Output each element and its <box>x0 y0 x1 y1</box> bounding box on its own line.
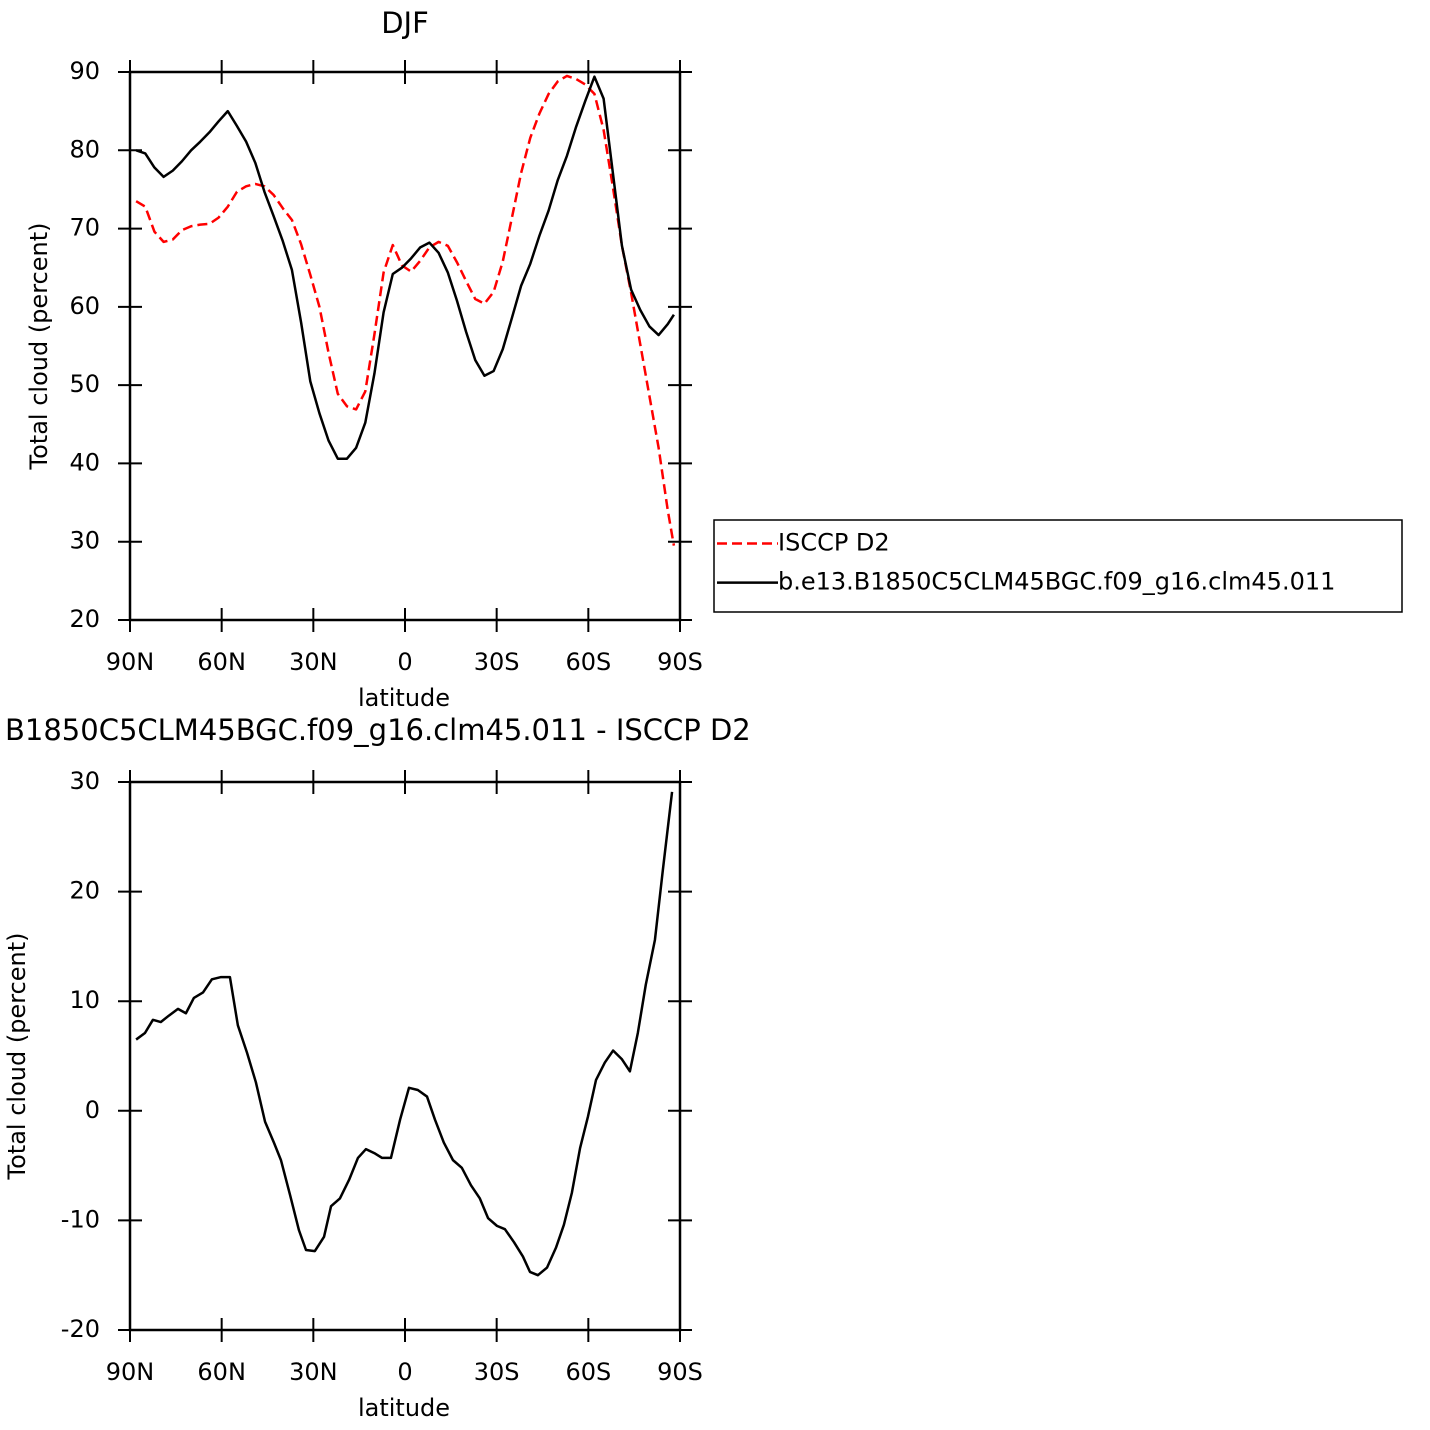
y-tick-label: 80 <box>69 135 100 163</box>
x-axis-label: latitude <box>358 684 450 712</box>
y-tick-label: 30 <box>69 767 100 795</box>
plot-frame <box>128 780 682 1332</box>
y-tick-label: 20 <box>69 605 100 633</box>
plot-frame <box>128 70 682 622</box>
legend-label: b.e13.B1850C5CLM45BGC.f09_g16.clm45.011 <box>778 568 1335 596</box>
x-tick-label: 30S <box>474 648 520 676</box>
x-tick-label: 0 <box>397 1358 412 1386</box>
x-tick-label: 0 <box>397 648 412 676</box>
y-tick-label: 20 <box>69 877 100 905</box>
chart-panel: DJF latitude Total cloud (percent) 20 30 40 50… <box>25 6 1403 712</box>
legend: ISCCP D2 b.e13.B1850C5CLM45BGC.f09_g16.cl… <box>713 519 1403 613</box>
y-tick-label: 70 <box>69 214 100 242</box>
x-tick-label: 60N <box>197 1358 246 1386</box>
x-tick-label: 90S <box>657 648 703 676</box>
chart-panel: B1850C5CLM45BGC.f09_g16.clm45.011 - ISCC… <box>3 713 751 1422</box>
y-tick-label: 0 <box>85 1096 100 1124</box>
x-tick-label: 90N <box>106 648 155 676</box>
x-axis-label: latitude <box>358 1394 450 1422</box>
legend-box <box>713 519 1403 613</box>
x-tick-label: 30S <box>474 1358 520 1386</box>
y-tick-label: -10 <box>61 1205 100 1233</box>
chart-title: DJF <box>381 6 429 40</box>
data-line <box>135 74 676 546</box>
x-tick-label: 60S <box>565 648 611 676</box>
y-axis-label: Total cloud (percent) <box>25 223 53 471</box>
y-tick-label: 60 <box>69 292 100 320</box>
y-tick-label: 10 <box>69 986 100 1014</box>
x-tick-label: 90N <box>106 1358 155 1386</box>
y-axis-label: Total cloud (percent) <box>3 933 31 1181</box>
data-line <box>135 791 674 1277</box>
x-tick-label: 30N <box>289 1358 338 1386</box>
y-tick-label: -20 <box>61 1315 100 1343</box>
y-tick-label: 50 <box>69 370 100 398</box>
y-tick-label: 30 <box>69 527 100 555</box>
data-line <box>135 75 675 460</box>
x-tick-label: 60S <box>565 1358 611 1386</box>
y-tick-label: 40 <box>69 448 100 476</box>
legend-label: ISCCP D2 <box>778 528 890 556</box>
x-tick-label: 30N <box>289 648 338 676</box>
y-tick-label: 90 <box>69 57 100 85</box>
x-tick-label: 90S <box>657 1358 703 1386</box>
x-tick-label: 60N <box>197 648 246 676</box>
chart-title: B1850C5CLM45BGC.f09_g16.clm45.011 - ISCC… <box>5 713 751 747</box>
